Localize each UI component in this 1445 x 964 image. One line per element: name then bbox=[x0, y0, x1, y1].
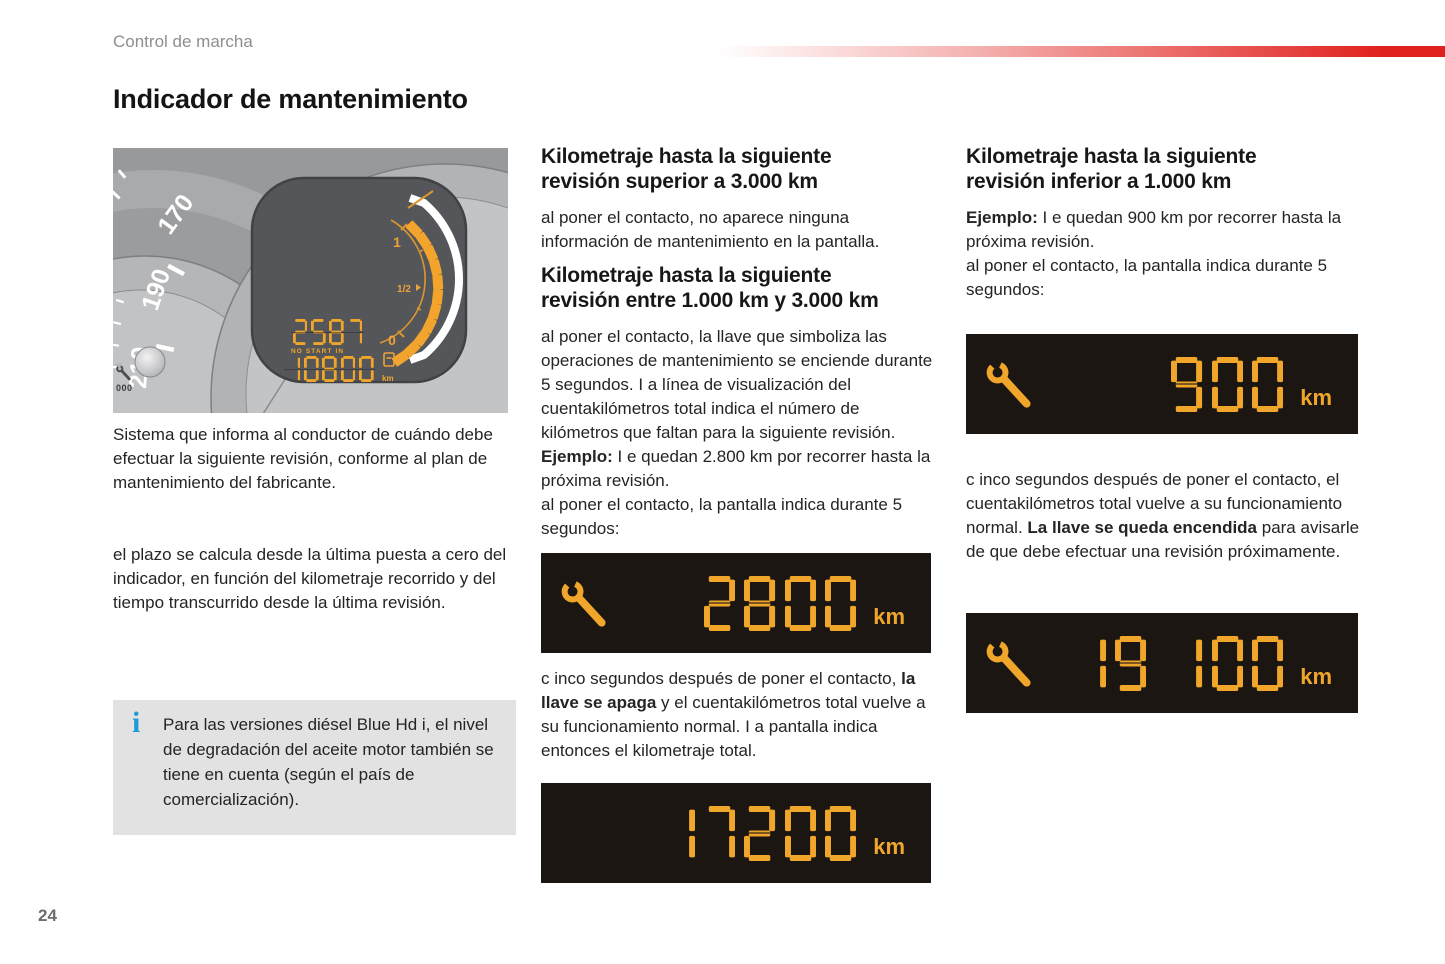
white-arc bbox=[408, 194, 463, 364]
middle-heading-1: Kilometraje hasta la siguiente revisión … bbox=[541, 145, 832, 193]
lcd-unit-label: km bbox=[1300, 663, 1332, 689]
paragraph-run: para avisarle de que debe efectuar una r… bbox=[966, 518, 1360, 561]
wrench-icon bbox=[983, 633, 1035, 689]
mini-wrench-icon bbox=[115, 362, 131, 381]
info-note-box: i Para las versiones diésel Blue Hd i, e… bbox=[113, 700, 516, 835]
example-text: I e quedan 2.800 km por recorrer hasta l… bbox=[541, 447, 931, 490]
middle-example: Ejemplo: I e quedan 2.800 km por recorre… bbox=[541, 445, 933, 493]
cluster-odometer bbox=[284, 356, 376, 382]
cluster-odometer-unit: km bbox=[382, 374, 394, 383]
trip-reset-label: 000 bbox=[116, 383, 133, 393]
example-label: Ejemplo: bbox=[541, 447, 613, 466]
lcd-display-17200: km bbox=[541, 783, 931, 883]
paragraph-bold-run: la llave se apaga bbox=[541, 669, 916, 712]
cluster-warning-text: NO START IN bbox=[291, 348, 345, 355]
fuel-gauge: 1 1/2 0 bbox=[379, 190, 444, 367]
right-example: Ejemplo: I e quedan 900 km por recorrer … bbox=[966, 206, 1360, 254]
middle-paragraph-3: al poner el contacto, la pantalla indica… bbox=[541, 495, 903, 538]
lcd-unit-label: km bbox=[873, 833, 905, 859]
paragraph-run: c inco segundos después de poner el cont… bbox=[541, 669, 902, 688]
section-eyebrow: Control de marcha bbox=[113, 32, 253, 51]
fuel-pump-icon bbox=[383, 352, 400, 367]
right-paragraph-2: c inco segundos después de poner el cont… bbox=[966, 468, 1360, 564]
trip-reset-knob bbox=[134, 346, 166, 378]
paragraph-bold-run: La llave se queda encendida bbox=[1027, 518, 1258, 537]
right-paragraph-block-2: c inco segundos después de poner el cont… bbox=[966, 468, 1360, 564]
svg-text:1/2: 1/2 bbox=[397, 284, 411, 295]
svg-text:0: 0 bbox=[388, 332, 396, 348]
svg-text:1: 1 bbox=[393, 234, 401, 250]
right-heading-1: Kilometraje hasta la siguiente revisión … bbox=[966, 145, 1257, 193]
middle-paragraph-block: al poner el contacto, la llave que simbo… bbox=[541, 325, 933, 541]
lcd-value-2800 bbox=[699, 575, 861, 631]
middle-paragraph-1: al poner el contacto, no aparece ninguna… bbox=[541, 208, 880, 251]
right-paragraph-1: al poner el contacto, la pantalla indica… bbox=[966, 256, 1328, 299]
lcd-display-900: km bbox=[966, 334, 1358, 434]
instrument-cluster-image: 170 190 210 bbox=[113, 148, 508, 413]
paragraph-run: c inco segundos después de poner el cont… bbox=[966, 470, 1343, 537]
lcd-display-19100: km bbox=[966, 613, 1358, 713]
info-icon: i bbox=[132, 706, 141, 739]
lcd-value-19100 bbox=[1070, 635, 1288, 691]
lcd-unit-label: km bbox=[1300, 384, 1332, 410]
example-text: I e quedan 900 km por recorrer hasta la … bbox=[966, 208, 1342, 251]
lcd-unit-label: km bbox=[873, 603, 905, 629]
red-accent-bar bbox=[718, 46, 1445, 57]
example-label: Ejemplo: bbox=[966, 208, 1038, 227]
dial-ticks bbox=[113, 169, 186, 369]
info-note-text: Para las versiones diésel Blue Hd i, el … bbox=[163, 715, 494, 809]
lcd-value-17200 bbox=[659, 805, 861, 861]
wrench-icon bbox=[983, 354, 1035, 410]
page-title: Indicador de mantenimiento bbox=[113, 84, 468, 114]
middle-paragraph-4: c inco segundos después de poner el cont… bbox=[541, 667, 933, 763]
right-paragraph-block: Ejemplo: I e quedan 900 km por recorrer … bbox=[966, 206, 1360, 302]
paragraph-run: y el cuentakilómetros total vuelve a su … bbox=[541, 693, 926, 760]
cluster-service-distance bbox=[291, 319, 365, 345]
middle-paragraph-block-2: c inco segundos después de poner el cont… bbox=[541, 667, 933, 763]
middle-heading-2: Kilometraje hasta la siguiente revisión … bbox=[541, 264, 879, 312]
lcd-display-2800: km bbox=[541, 553, 931, 653]
lcd-value-900 bbox=[1166, 356, 1288, 412]
page-number: 24 bbox=[38, 906, 57, 925]
left-paragraph-2: el plazo se calcula desde la última pues… bbox=[113, 545, 507, 612]
middle-paragraph-2: al poner el contacto, la llave que simbo… bbox=[541, 327, 933, 442]
left-paragraph-1: Sistema que informa al conductor de cuán… bbox=[113, 425, 493, 492]
wrench-icon bbox=[558, 573, 610, 629]
